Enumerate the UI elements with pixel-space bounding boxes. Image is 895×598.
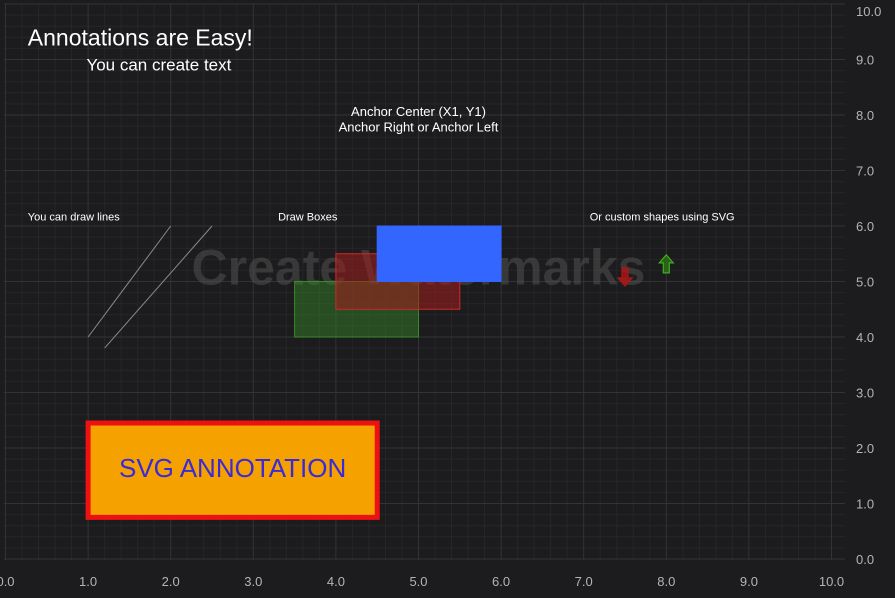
box-annotations — [294, 225, 502, 338]
x-tick-label: 10.0 — [819, 574, 844, 589]
y-tick-label: 7.0 — [856, 164, 874, 179]
svg-annotation-box — [85, 420, 380, 520]
y-tick-label: 5.0 — [856, 275, 874, 290]
lines-label: You can draw lines — [28, 211, 120, 223]
y-tick-label: 8.0 — [856, 108, 874, 123]
y-tick-label: 1.0 — [856, 497, 874, 512]
anchor-right-label: Anchor Right or Anchor Left — [339, 120, 499, 135]
x-axis-tick-labels: 0.0 1.0 2.0 3.0 4.0 5.0 6.0 7.0 8.0 9.0 10.0 — [0, 574, 844, 589]
x-tick-label: 2.0 — [162, 574, 180, 589]
svg-arrow-annotations — [616, 253, 675, 287]
x-tick-label: 0.0 — [0, 574, 15, 589]
arrow-up-icon — [657, 253, 675, 274]
line-annotation — [104, 225, 213, 349]
boxes-label: Draw Boxes — [278, 211, 338, 223]
line-annotations — [87, 225, 213, 349]
y-tick-label: 10.0 — [856, 4, 881, 19]
x-tick-label: 9.0 — [740, 574, 758, 589]
x-tick-label: 5.0 — [409, 574, 427, 589]
x-tick-label: 7.0 — [575, 574, 593, 589]
anchor-center-label: Anchor Center (X1, Y1) — [351, 104, 486, 119]
y-axis-tick-labels: 0.0 1.0 2.0 3.0 4.0 5.0 6.0 7.0 8.0 9.0 10.0 — [856, 4, 881, 567]
y-tick-label: 4.0 — [856, 330, 874, 345]
svg-annotation-group: SVG ANNOTATION — [85, 420, 380, 520]
x-tick-label: 4.0 — [327, 574, 345, 589]
y-tick-label: 0.0 — [856, 552, 874, 567]
line-annotation — [87, 225, 172, 338]
box-annotation-blue — [376, 225, 502, 282]
x-tick-label: 8.0 — [657, 574, 675, 589]
arrow-down-icon — [616, 267, 634, 287]
chart-title: Annotations are Easy! — [28, 25, 253, 51]
y-tick-label: 3.0 — [856, 386, 874, 401]
x-tick-label: 3.0 — [244, 574, 262, 589]
shapes-label: Or custom shapes using SVG — [590, 211, 735, 223]
y-tick-label: 2.0 — [856, 441, 874, 456]
svg-annotation-text: SVG ANNOTATION — [119, 453, 346, 483]
y-tick-label: 6.0 — [856, 219, 874, 234]
chart-subtitle: You can create text — [86, 56, 231, 75]
x-tick-label: 6.0 — [492, 574, 510, 589]
x-tick-label: 1.0 — [79, 574, 97, 589]
y-tick-label: 9.0 — [856, 53, 874, 68]
